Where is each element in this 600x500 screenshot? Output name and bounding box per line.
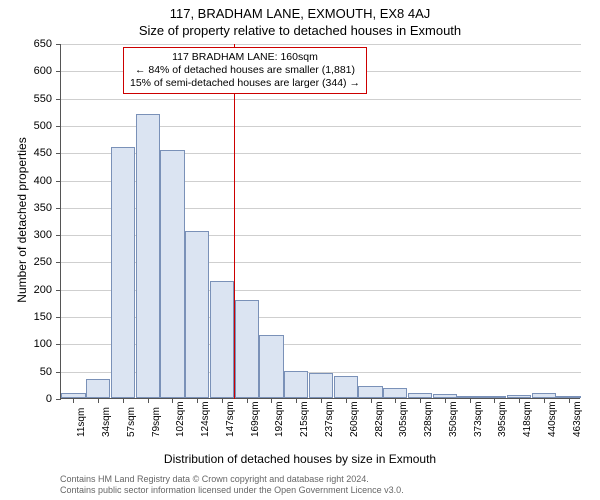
- x-tick-label: 373sqm: [473, 401, 484, 437]
- attribution-line: Contains public sector information licen…: [60, 485, 404, 496]
- y-tick-label: 200: [0, 284, 52, 296]
- histogram-bar: [111, 147, 135, 398]
- x-tick-label: 418sqm: [522, 401, 533, 437]
- y-axis-title: Number of detached properties: [15, 137, 29, 302]
- attribution-text: Contains HM Land Registry data © Crown c…: [60, 474, 404, 496]
- y-tick-mark: [56, 290, 61, 291]
- annotation-line: 117 BRADHAM LANE: 160sqm: [130, 51, 360, 64]
- attribution-line: Contains HM Land Registry data © Crown c…: [60, 474, 404, 485]
- x-tick-label: 395sqm: [497, 401, 508, 437]
- x-tick-label: 79sqm: [151, 407, 162, 437]
- x-tick-mark: [197, 398, 198, 403]
- x-tick-mark: [569, 398, 570, 403]
- x-tick-mark: [371, 398, 372, 403]
- histogram-bar: [284, 371, 308, 398]
- x-tick-mark: [519, 398, 520, 403]
- y-tick-label: 100: [0, 338, 52, 350]
- x-tick-mark: [494, 398, 495, 403]
- marker-line: [234, 44, 235, 399]
- annotation-line: ← 84% of detached houses are smaller (1,…: [130, 64, 360, 77]
- x-tick-mark: [470, 398, 471, 403]
- x-tick-mark: [321, 398, 322, 403]
- x-tick-mark: [346, 398, 347, 403]
- y-tick-mark: [56, 181, 61, 182]
- histogram-bar: [210, 281, 234, 398]
- y-tick-mark: [56, 399, 61, 400]
- histogram-bar: [259, 335, 283, 398]
- y-tick-label: 150: [0, 311, 52, 323]
- y-tick-label: 450: [0, 147, 52, 159]
- y-tick-label: 550: [0, 93, 52, 105]
- gridline: [61, 99, 581, 100]
- y-tick-mark: [56, 372, 61, 373]
- x-tick-mark: [123, 398, 124, 403]
- x-tick-mark: [420, 398, 421, 403]
- x-tick-mark: [445, 398, 446, 403]
- histogram-bar: [358, 386, 382, 398]
- y-tick-mark: [56, 317, 61, 318]
- y-tick-label: 400: [0, 175, 52, 187]
- y-tick-label: 650: [0, 38, 52, 50]
- chart-area: 11sqm34sqm57sqm79sqm102sqm124sqm147sqm16…: [60, 44, 580, 399]
- y-tick-label: 600: [0, 65, 52, 77]
- x-tick-mark: [148, 398, 149, 403]
- gridline: [61, 44, 581, 45]
- chart-subtitle: Size of property relative to detached ho…: [0, 21, 600, 40]
- histogram-bar: [160, 150, 184, 399]
- y-tick-label: 250: [0, 256, 52, 268]
- x-tick-label: 147sqm: [225, 401, 236, 437]
- x-tick-mark: [98, 398, 99, 403]
- histogram-bar: [185, 231, 209, 398]
- annotation-line: 15% of semi-detached houses are larger (…: [130, 77, 360, 90]
- x-tick-mark: [271, 398, 272, 403]
- x-tick-mark: [73, 398, 74, 403]
- histogram-bar: [383, 388, 407, 398]
- x-tick-mark: [544, 398, 545, 403]
- x-tick-label: 102sqm: [175, 401, 186, 437]
- y-tick-label: 300: [0, 229, 52, 241]
- x-tick-mark: [296, 398, 297, 403]
- histogram-bar: [334, 376, 358, 398]
- x-tick-label: 169sqm: [250, 401, 261, 437]
- x-tick-label: 260sqm: [349, 401, 360, 437]
- x-tick-label: 305sqm: [398, 401, 409, 437]
- x-tick-mark: [222, 398, 223, 403]
- x-tick-mark: [172, 398, 173, 403]
- x-tick-label: 463sqm: [572, 401, 583, 437]
- y-tick-mark: [56, 153, 61, 154]
- x-axis-title: Distribution of detached houses by size …: [0, 452, 600, 466]
- y-tick-mark: [56, 71, 61, 72]
- x-tick-label: 57sqm: [126, 407, 137, 437]
- y-tick-mark: [56, 344, 61, 345]
- histogram-bar: [235, 300, 259, 398]
- y-tick-mark: [56, 44, 61, 45]
- y-tick-label: 500: [0, 120, 52, 132]
- y-tick-label: 350: [0, 202, 52, 214]
- y-tick-mark: [56, 262, 61, 263]
- y-tick-label: 0: [0, 393, 52, 405]
- page-title: 117, BRADHAM LANE, EXMOUTH, EX8 4AJ: [0, 0, 600, 21]
- x-tick-label: 192sqm: [274, 401, 285, 437]
- x-tick-label: 124sqm: [200, 401, 211, 437]
- x-tick-label: 215sqm: [299, 401, 310, 437]
- y-tick-mark: [56, 235, 61, 236]
- x-tick-label: 350sqm: [448, 401, 459, 437]
- histogram-bar: [136, 114, 160, 398]
- x-tick-label: 328sqm: [423, 401, 434, 437]
- y-tick-mark: [56, 208, 61, 209]
- y-tick-mark: [56, 126, 61, 127]
- x-tick-label: 237sqm: [324, 401, 335, 437]
- histogram-bar: [86, 379, 110, 398]
- plot-region: 11sqm34sqm57sqm79sqm102sqm124sqm147sqm16…: [60, 44, 580, 399]
- x-tick-label: 34sqm: [101, 407, 112, 437]
- y-tick-label: 50: [0, 366, 52, 378]
- x-tick-label: 440sqm: [547, 401, 558, 437]
- x-tick-label: 282sqm: [374, 401, 385, 437]
- annotation-box: 117 BRADHAM LANE: 160sqm← 84% of detache…: [123, 47, 367, 94]
- y-tick-mark: [56, 99, 61, 100]
- x-tick-mark: [395, 398, 396, 403]
- x-tick-label: 11sqm: [76, 408, 87, 437]
- x-tick-mark: [247, 398, 248, 403]
- histogram-bar: [309, 373, 333, 398]
